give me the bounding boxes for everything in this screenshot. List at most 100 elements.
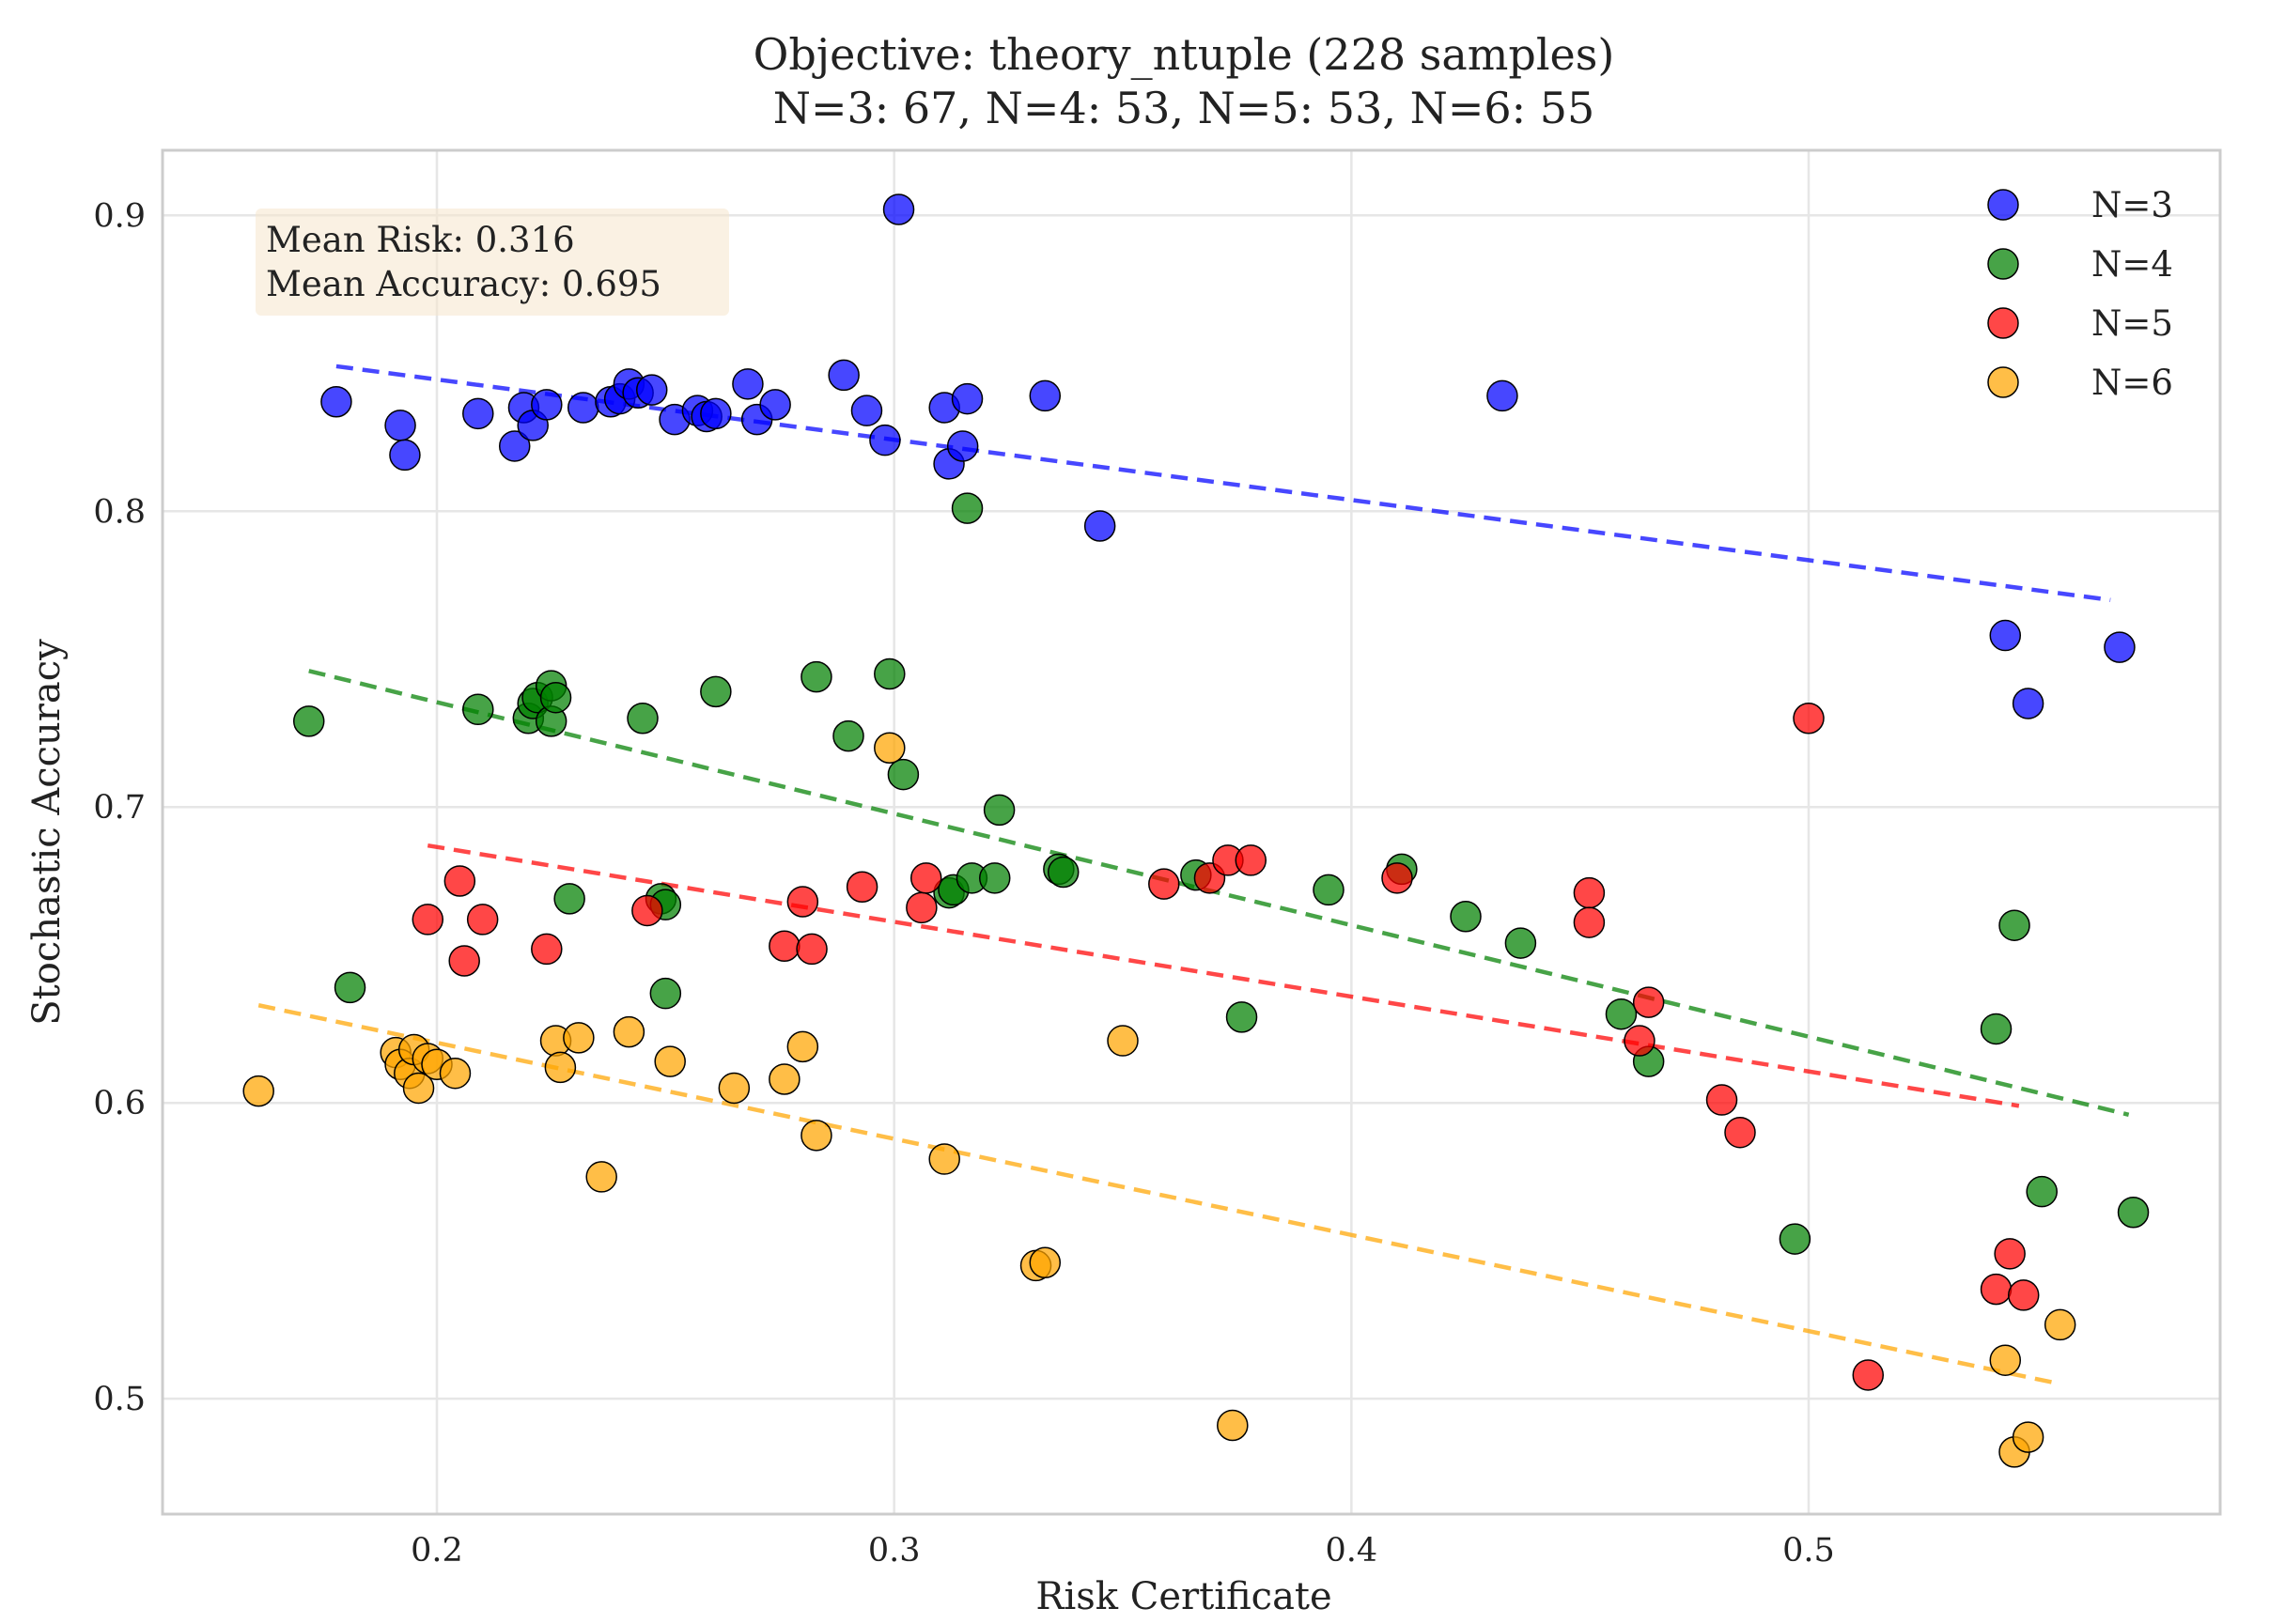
- data-point: [2104, 631, 2136, 663]
- data-point: [1779, 1223, 1811, 1255]
- data-point: [700, 675, 732, 708]
- y-tick-label: 0.9: [93, 197, 146, 235]
- data-point: [1994, 1238, 2026, 1270]
- data-point: [1107, 1025, 1139, 1057]
- x-tick-label: 0.3: [868, 1532, 921, 1570]
- data-point: [402, 1072, 435, 1105]
- data-points: [242, 193, 2150, 1468]
- data-point: [635, 374, 668, 406]
- legend-label: N=5: [2091, 303, 2173, 344]
- y-tick-label: 0.7: [93, 789, 146, 827]
- data-point: [1148, 868, 1180, 900]
- data-point: [1989, 1344, 2022, 1376]
- data-point: [462, 693, 494, 726]
- data-point: [946, 430, 979, 462]
- data-point: [563, 1022, 595, 1054]
- chart-title-line-1: Objective: theory_ntuple (228 samples): [754, 29, 1615, 80]
- data-point: [2044, 1308, 2076, 1341]
- data-point: [654, 1045, 686, 1077]
- stats-box-background: [256, 209, 729, 316]
- chart-title-line-2: N=3: 67, N=4: 53, N=5: 53, N=6: 55: [773, 83, 1595, 133]
- data-point: [531, 389, 563, 421]
- data-point: [700, 397, 732, 430]
- data-point: [1381, 862, 1413, 894]
- data-point: [951, 492, 984, 524]
- stats-mean-risk: Mean Risk: 0.316: [266, 220, 575, 260]
- data-point: [384, 410, 416, 441]
- data-point: [1217, 1409, 1249, 1442]
- data-point: [567, 392, 599, 424]
- legend-marker: [1987, 366, 2019, 398]
- data-point: [631, 894, 663, 927]
- data-point: [769, 1063, 801, 1095]
- data-point: [539, 681, 572, 714]
- data-point: [627, 702, 659, 735]
- plot-frame: [161, 148, 2222, 1516]
- y-axis-label: Stochastic Accuracy: [25, 639, 69, 1026]
- data-point: [1083, 510, 1116, 542]
- data-point: [801, 1120, 832, 1152]
- data-point: [978, 862, 1011, 894]
- legend-label: N=6: [2091, 363, 2173, 403]
- data-point: [1573, 906, 1606, 938]
- data-point: [732, 368, 764, 400]
- data-point: [2012, 1421, 2044, 1453]
- y-tick-label: 0.5: [93, 1381, 146, 1418]
- data-point: [951, 382, 984, 415]
- data-point: [850, 394, 883, 426]
- data-point: [242, 1075, 274, 1107]
- data-point: [389, 439, 421, 472]
- data-point: [846, 871, 878, 904]
- data-point: [334, 971, 366, 1004]
- data-point: [1504, 927, 1537, 959]
- data-point: [887, 758, 920, 791]
- data-point: [759, 389, 791, 421]
- data-point: [828, 359, 860, 392]
- data-point: [613, 1015, 645, 1048]
- y-tick-label: 0.6: [93, 1085, 146, 1122]
- data-point: [1029, 1246, 1062, 1279]
- trend-line: [257, 1003, 2061, 1386]
- data-point: [462, 397, 494, 430]
- data-point: [1724, 1116, 1756, 1149]
- data-point: [1852, 1359, 1885, 1391]
- data-point: [1632, 986, 1665, 1018]
- stats-box: Mean Risk: 0.316 Mean Accuracy: 0.695: [256, 209, 729, 316]
- data-point: [1225, 1001, 1258, 1033]
- stats-mean-accuracy: Mean Accuracy: 0.695: [266, 264, 661, 304]
- data-point: [906, 891, 938, 924]
- data-point: [882, 193, 915, 225]
- trend-line: [427, 843, 2020, 1108]
- data-point: [466, 904, 499, 936]
- data-point: [1980, 1013, 2013, 1045]
- data-point: [718, 1072, 751, 1105]
- data-point: [1705, 1084, 1738, 1116]
- x-tick-label: 0.2: [411, 1532, 463, 1570]
- data-point: [874, 732, 906, 764]
- trend-line: [308, 669, 2130, 1117]
- data-point: [531, 933, 563, 966]
- legend-marker: [1987, 307, 2019, 339]
- data-point: [796, 933, 828, 966]
- data-point: [1029, 379, 1062, 412]
- legend-marker: [1987, 248, 2019, 280]
- data-point: [2117, 1196, 2150, 1229]
- y-tick-label: 0.8: [93, 493, 146, 531]
- x-tick-label: 0.4: [1325, 1532, 1377, 1570]
- data-point: [1989, 619, 2022, 652]
- x-tick-label: 0.5: [1782, 1532, 1835, 1570]
- data-point: [1624, 1025, 1655, 1057]
- data-point: [1573, 876, 1606, 909]
- data-point: [2007, 1279, 2040, 1311]
- data-point: [769, 930, 801, 963]
- data-point: [412, 904, 444, 936]
- legend-label: N=3: [2091, 185, 2173, 225]
- data-point: [786, 1030, 819, 1063]
- data-point: [1980, 1273, 2013, 1306]
- data-point: [443, 865, 476, 897]
- legend: N=3 N=4 N=5 N=6: [1987, 185, 2173, 403]
- data-point: [448, 945, 480, 977]
- legend-marker: [1987, 189, 2019, 221]
